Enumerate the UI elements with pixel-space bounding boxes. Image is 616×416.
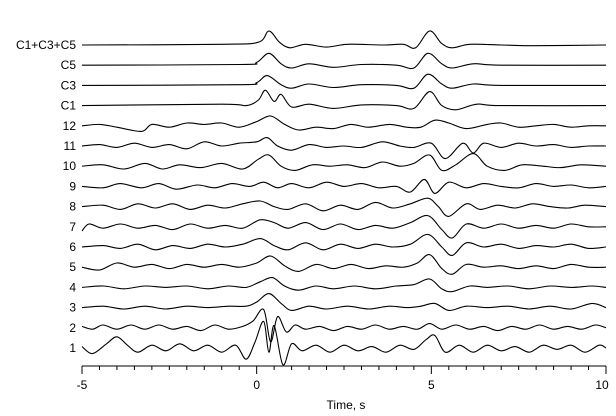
trace-label: C3 [61,78,77,92]
trace-6 [81,233,607,256]
trace-label-group: C1+C3+C5 C5 C3 C1 12 11 10 9 8 7 6 5 4 3 2 1 [16,38,76,355]
x-tick-label: 0 [253,378,260,392]
trace-label: C5 [61,58,77,72]
trace-label: 11 [64,139,77,153]
trace-5 [81,254,607,275]
trace-12 [81,115,607,132]
x-tick-label: 5 [428,378,435,392]
trace-4 [81,276,607,293]
trace-c3 [81,73,607,90]
trace-3 [81,293,607,311]
x-axis: -5 0 5 10 [77,365,609,392]
trace-c1-c3-c5 [81,30,607,49]
trace-label: 2 [69,321,76,335]
trace-7 [81,214,607,239]
trace-label: C1 [61,99,77,113]
trace-c5 [81,52,607,70]
trace-9 [81,178,607,194]
trace-label: 1 [69,341,76,355]
trace-c1 [81,89,607,111]
x-tick-label: 10 [595,378,609,392]
trace-2 [81,308,607,343]
x-axis-label: Time, s [327,398,366,412]
trace-label: 7 [69,220,76,234]
trace-10 [81,153,607,172]
x-tick-label: -5 [77,378,88,392]
trace-label: 5 [69,260,76,274]
trace-label: 6 [69,240,76,254]
trace-11 [81,136,607,160]
trace-label: 4 [69,280,76,294]
trace-8 [81,197,607,217]
trace-1 [81,320,607,366]
trace-label: 10 [63,159,77,173]
trace-label: 12 [63,119,77,133]
trace-label: 3 [69,301,76,315]
trace-label: C1+C3+C5 [16,38,76,52]
trace-label: 8 [69,200,76,214]
trace-group [81,30,607,366]
trace-label: 9 [69,179,76,193]
